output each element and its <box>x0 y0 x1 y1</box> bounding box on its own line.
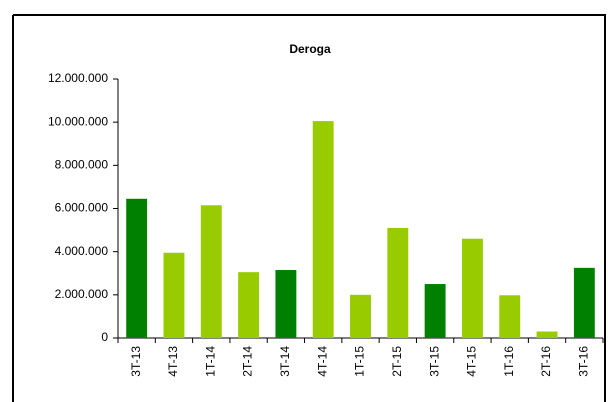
x-tick-label: 3T-16 <box>577 346 591 377</box>
bar <box>312 121 334 339</box>
y-tick-label: 0 <box>101 330 108 344</box>
bar <box>387 227 409 338</box>
chart-title: Deroga <box>289 42 331 56</box>
x-tick-label: 1T-15 <box>353 346 367 377</box>
bar <box>163 252 185 338</box>
x-tick-label: 2T-14 <box>241 346 255 377</box>
bar <box>573 267 595 338</box>
y-tick-label: 8.000.000 <box>55 158 109 172</box>
bar <box>424 284 446 338</box>
y-tick-label: 6.000.000 <box>55 201 109 215</box>
bar <box>461 238 483 338</box>
bar <box>275 270 297 338</box>
y-tick-label: 2.000.000 <box>55 287 109 301</box>
bar <box>238 272 260 338</box>
x-tick-label: 2T-15 <box>390 346 404 377</box>
bar <box>350 294 371 338</box>
bar <box>536 331 558 338</box>
x-tick-label: 3T-15 <box>427 346 441 377</box>
x-tick-label: 4T-13 <box>166 346 180 377</box>
x-tick-label: 3T-13 <box>129 346 143 377</box>
x-tick-label: 4T-14 <box>315 346 329 377</box>
bar <box>499 295 521 338</box>
bar <box>126 198 148 338</box>
y-tick-label: 4.000.000 <box>55 244 109 258</box>
y-tick-label: 10.000.000 <box>48 114 108 128</box>
x-tick-label: 3T-14 <box>278 346 292 377</box>
x-tick-label: 2T-16 <box>539 346 553 377</box>
y-tick-label: 12.000.000 <box>48 71 108 85</box>
x-tick-label: 4T-15 <box>465 346 479 377</box>
x-tick-label: 1T-16 <box>502 346 516 377</box>
bar <box>200 205 222 338</box>
x-tick-label: 1T-14 <box>203 346 217 377</box>
